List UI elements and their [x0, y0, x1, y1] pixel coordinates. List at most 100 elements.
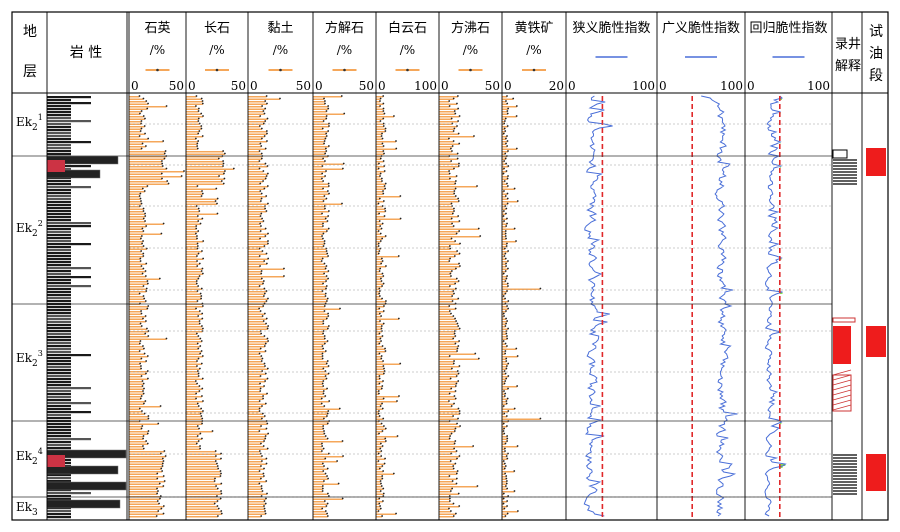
- mineral-point: [260, 145, 263, 147]
- mineral-bar: [186, 196, 202, 198]
- mineral-bar: [376, 238, 383, 240]
- mineral-point: [200, 112, 203, 115]
- mineral-point: [145, 360, 148, 362]
- mineral-point: [260, 270, 263, 272]
- mineral-point: [457, 200, 460, 202]
- mineral-bar: [186, 266, 198, 268]
- mineral-bar: [186, 343, 198, 345]
- mineral-bar: [376, 308, 380, 310]
- mineral-point: [477, 227, 480, 230]
- mineral-point: [201, 312, 204, 315]
- lithology-layer: [47, 348, 71, 351]
- lithology-layer: [47, 120, 91, 123]
- mineral-point: [477, 357, 480, 360]
- mineral-point: [265, 462, 268, 465]
- mineral-point: [322, 322, 325, 325]
- mineral-bar: [313, 426, 324, 428]
- mineral-point: [264, 227, 267, 230]
- mineral-bar: [502, 508, 505, 510]
- mineral-bar: [502, 106, 517, 108]
- mineral-bar: [313, 386, 324, 388]
- lithology-layer-wide: [46, 499, 121, 509]
- mineral-point: [457, 297, 460, 300]
- lithology-layer: [47, 432, 71, 435]
- mineral-bar: [502, 343, 506, 345]
- mineral-bar: [129, 196, 140, 198]
- mineral-bar: [439, 461, 451, 463]
- mineral-bar: [376, 433, 380, 435]
- mineral-bar: [439, 478, 457, 480]
- mineral-bar: [313, 141, 325, 143]
- mineral-bar: [186, 463, 217, 465]
- mineral-point: [323, 480, 325, 482]
- mineral-point: [162, 460, 165, 462]
- mineral-point: [507, 495, 510, 497]
- mineral-bar: [376, 191, 384, 193]
- mineral-point: [503, 432, 506, 435]
- mineral-bar: [376, 488, 384, 490]
- lithology-layer: [47, 381, 71, 384]
- mineral-bar: [186, 476, 221, 478]
- mineral-point: [459, 425, 462, 427]
- mineral-bar: [313, 186, 329, 188]
- mineral-point: [195, 307, 197, 310]
- mineral-bar: [186, 513, 222, 515]
- mineral-point: [377, 460, 380, 462]
- mineral-point: [144, 400, 147, 402]
- mineral-bar: [186, 443, 197, 445]
- mineral-bar: [376, 421, 379, 423]
- mineral-bar: [439, 256, 455, 258]
- mineral-bar: [313, 323, 324, 325]
- mineral-point: [216, 500, 219, 502]
- mineral-bar: [502, 131, 506, 133]
- mineral-bar: [248, 336, 265, 338]
- mineral-bar: [439, 366, 460, 368]
- lithology-layer: [47, 510, 71, 513]
- mineral-bar: [376, 233, 381, 235]
- mineral-bar: [502, 173, 504, 175]
- mineral-bar: [129, 321, 146, 323]
- mineral-point: [379, 157, 382, 160]
- mineral-bar: [186, 123, 200, 125]
- mineral-point: [324, 350, 327, 352]
- mineral-bar: [439, 191, 455, 193]
- lithology-layer: [47, 180, 71, 183]
- mineral-point: [213, 480, 216, 482]
- mineral-point: [377, 412, 380, 415]
- lithology-layer: [47, 210, 71, 213]
- test-oil-header-3: 段: [869, 68, 883, 84]
- mineral-point: [325, 197, 328, 200]
- mineral-point: [321, 177, 323, 180]
- mineral-point: [144, 270, 147, 272]
- mineral-bar: [313, 201, 324, 203]
- mineral-point: [260, 442, 262, 445]
- mineral-bar: [502, 141, 508, 143]
- mineral-bar: [129, 463, 163, 465]
- mineral-bar: [313, 106, 329, 108]
- mineral-bar: [502, 101, 506, 103]
- mineral-point: [321, 290, 324, 292]
- mineral-bar: [186, 168, 234, 170]
- mineral-point: [266, 117, 269, 120]
- mineral-point: [267, 240, 269, 242]
- legend-dot-1: [215, 68, 219, 72]
- mineral-bar: [502, 483, 507, 485]
- mineral-bar: [186, 248, 198, 250]
- mineral-bar: [376, 103, 384, 105]
- mineral-bar: [439, 283, 456, 285]
- mineral-bar: [313, 221, 328, 223]
- mineral-point: [222, 150, 225, 152]
- mineral-bar: [186, 353, 201, 355]
- mineral-bar: [186, 241, 204, 243]
- mineral-bar: [313, 293, 326, 295]
- mineral-bar: [248, 471, 260, 473]
- mineral-bar: [248, 468, 265, 470]
- mineral-point: [196, 382, 198, 385]
- mineral-bar: [376, 413, 379, 415]
- mineral-bar: [186, 113, 202, 115]
- mineral-bar: [129, 143, 143, 145]
- mineral-point: [142, 207, 145, 210]
- mineral-point: [476, 185, 478, 187]
- mineral-point: [263, 475, 265, 477]
- mineral-point: [506, 197, 509, 200]
